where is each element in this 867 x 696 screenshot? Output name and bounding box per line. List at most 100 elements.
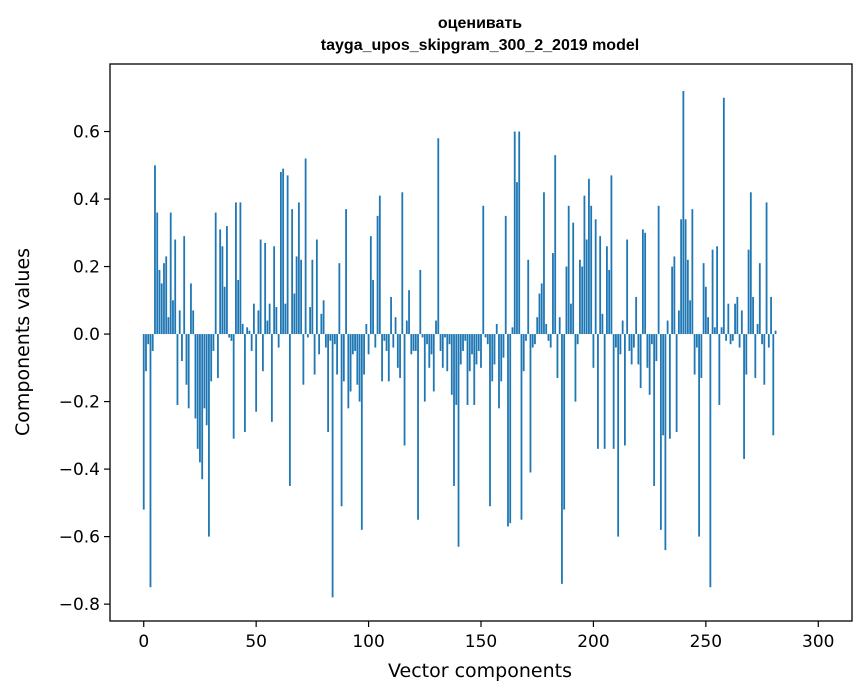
bar-202 <box>597 334 599 449</box>
bar-45 <box>244 334 246 432</box>
bar-135 <box>446 334 449 372</box>
bar-171 <box>527 259 530 335</box>
bar-20 <box>187 334 190 409</box>
bar-58 <box>273 246 276 335</box>
bar-166 <box>516 182 518 335</box>
bar-128 <box>430 334 433 355</box>
bar-131 <box>437 138 440 335</box>
bar-266 <box>740 310 743 335</box>
bars-group <box>142 91 777 598</box>
bar-163 <box>509 334 512 524</box>
bar-56 <box>268 303 271 335</box>
bar-244 <box>691 209 694 335</box>
bar-141 <box>459 334 462 365</box>
bar-24 <box>196 334 199 449</box>
bar-125 <box>423 334 426 402</box>
bar-278 <box>767 334 770 348</box>
y-tick-label: −0.8 <box>59 595 100 615</box>
bar-40 <box>232 334 235 439</box>
bar-251 <box>707 317 709 335</box>
bar-153 <box>486 334 489 345</box>
bar-241 <box>684 219 687 335</box>
bar-57 <box>270 334 273 422</box>
bar-228 <box>655 334 658 362</box>
y-tick-label: −0.4 <box>59 460 100 480</box>
bar-159 <box>500 334 503 382</box>
y-axis-label: Components values <box>12 248 34 436</box>
bar-36 <box>223 286 226 335</box>
x-tick-label: 150 <box>465 632 497 652</box>
bar-224 <box>646 334 649 368</box>
bar-89 <box>342 334 345 382</box>
bar-235 <box>671 266 674 335</box>
bar-222 <box>641 229 644 335</box>
bar-7 <box>158 269 161 335</box>
bar-161 <box>504 215 507 335</box>
bar-177 <box>540 283 543 335</box>
bar-260 <box>727 303 730 335</box>
bar-122 <box>417 334 419 520</box>
bar-1 <box>145 334 147 372</box>
bar-223 <box>644 232 647 335</box>
bar-212 <box>619 334 622 355</box>
bar-271 <box>752 296 754 335</box>
bar-31 <box>212 334 215 351</box>
bar-200 <box>592 334 595 368</box>
bar-124 <box>421 334 424 338</box>
bar-188 <box>565 266 568 335</box>
bar-34 <box>219 229 222 335</box>
bar-279 <box>770 296 772 335</box>
bar-85 <box>333 334 336 345</box>
bar-217 <box>630 334 633 365</box>
bar-182 <box>552 253 554 335</box>
bar-43 <box>239 202 242 335</box>
bar-207 <box>608 269 611 335</box>
bar-2 <box>147 334 150 345</box>
plot-frame <box>109 63 853 622</box>
bar-192 <box>574 334 577 402</box>
bar-37 <box>226 226 228 335</box>
bar-118 <box>408 290 410 335</box>
bar-10 <box>165 256 168 335</box>
bar-5 <box>154 165 156 335</box>
bar-147 <box>473 334 476 405</box>
bar-50 <box>255 334 258 412</box>
bar-84 <box>331 334 334 598</box>
bar-186 <box>561 334 563 584</box>
bar-154 <box>489 334 491 507</box>
bar-110 <box>390 296 392 335</box>
x-tick-label: 50 <box>245 632 267 652</box>
x-tick-label: 300 <box>802 632 834 652</box>
bar-81 <box>324 334 327 348</box>
bar-198 <box>588 178 590 335</box>
bar-270 <box>749 192 752 335</box>
bar-265 <box>738 334 741 348</box>
bar-18 <box>183 236 186 335</box>
bar-276 <box>763 334 766 385</box>
bar-201 <box>594 219 597 335</box>
bar-19 <box>185 334 188 385</box>
bar-213 <box>621 320 624 335</box>
bar-206 <box>606 246 608 335</box>
bar-184 <box>556 334 559 378</box>
bar-87 <box>338 263 341 335</box>
bar-95 <box>356 334 359 385</box>
bar-72 <box>304 158 307 335</box>
bar-168 <box>520 334 523 520</box>
bar-226 <box>650 334 653 345</box>
bar-233 <box>666 320 669 335</box>
bar-195 <box>581 266 584 335</box>
bar-274 <box>758 263 761 335</box>
bar-59 <box>275 307 278 335</box>
bar-150 <box>480 334 482 368</box>
bar-77 <box>315 239 318 335</box>
bar-71 <box>302 334 305 385</box>
x-tick-label: 100 <box>352 632 384 652</box>
bar-48 <box>250 334 253 351</box>
bar-91 <box>347 334 350 409</box>
bar-242 <box>686 259 689 335</box>
bar-155 <box>491 334 494 382</box>
bar-137 <box>450 334 453 395</box>
bar-239 <box>680 219 683 335</box>
bar-101 <box>369 236 372 335</box>
